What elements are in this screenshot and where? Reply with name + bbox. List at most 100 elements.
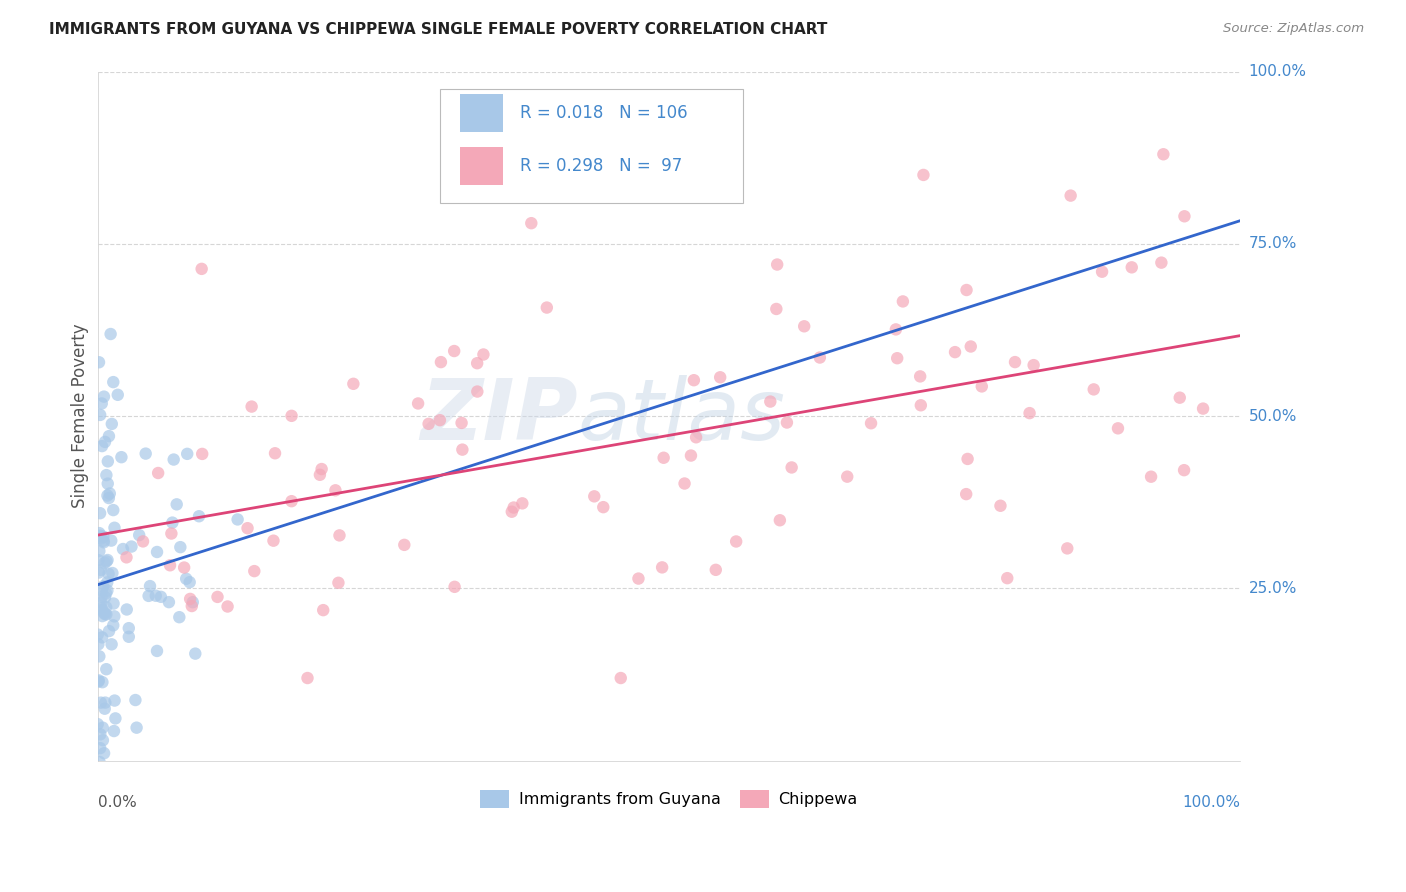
Point	[652, 450, 675, 465]
Point	[176, 447, 198, 461]
Point	[1192, 401, 1215, 416]
Point	[90, 396, 112, 410]
Point	[110, 450, 132, 465]
Point	[159, 558, 181, 573]
Point	[472, 347, 495, 361]
Point	[406, 396, 429, 410]
Point	[89, 544, 111, 558]
Point	[704, 563, 727, 577]
Point	[394, 538, 416, 552]
Point	[96, 489, 118, 503]
Point	[157, 595, 180, 609]
Point	[188, 509, 211, 524]
Point	[328, 528, 350, 542]
Point	[908, 369, 931, 384]
Text: 50.0%: 50.0%	[1249, 409, 1296, 424]
Point	[780, 460, 803, 475]
Point	[502, 500, 524, 515]
Point	[103, 375, 125, 389]
Point	[96, 468, 118, 483]
Point	[132, 534, 155, 549]
Point	[146, 545, 169, 559]
Point	[765, 301, 787, 316]
Point	[297, 671, 319, 685]
Point	[501, 505, 523, 519]
Point	[118, 630, 141, 644]
Point	[226, 512, 249, 526]
Point	[891, 294, 914, 309]
Point	[97, 429, 120, 443]
Point	[97, 566, 120, 581]
Point	[1140, 469, 1163, 483]
Point	[776, 416, 799, 430]
Point	[107, 388, 129, 402]
Legend: Immigrants from Guyana, Chippewa: Immigrants from Guyana, Chippewa	[474, 783, 863, 814]
Point	[93, 556, 115, 570]
Point	[725, 534, 748, 549]
Point	[138, 589, 160, 603]
Point	[103, 597, 125, 611]
Point	[1022, 358, 1045, 372]
Point	[793, 319, 815, 334]
Y-axis label: Single Female Poverty: Single Female Poverty	[72, 324, 89, 508]
Point	[94, 434, 117, 449]
Point	[709, 370, 731, 384]
Point	[91, 733, 114, 747]
Point	[101, 417, 124, 431]
Point	[160, 526, 183, 541]
Point	[769, 513, 792, 527]
Point	[93, 746, 115, 760]
Point	[146, 644, 169, 658]
Point	[959, 339, 981, 353]
Point	[683, 373, 706, 387]
Text: IMMIGRANTS FROM GUYANA VS CHIPPEWA SINGLE FEMALE POVERTY CORRELATION CHART: IMMIGRANTS FROM GUYANA VS CHIPPEWA SINGL…	[49, 22, 828, 37]
Point	[101, 566, 124, 580]
Point	[162, 516, 184, 530]
Point	[429, 413, 451, 427]
Point	[91, 675, 114, 690]
Point	[912, 168, 935, 182]
Point	[90, 583, 112, 598]
Point	[111, 542, 134, 557]
Point	[96, 554, 118, 568]
Point	[89, 506, 111, 520]
Point	[1004, 355, 1026, 369]
Point	[312, 603, 335, 617]
Point	[191, 447, 214, 461]
Point	[1107, 421, 1129, 435]
Point	[759, 394, 782, 409]
Point	[118, 621, 141, 635]
Point	[808, 351, 831, 365]
Point	[1173, 209, 1195, 223]
Point	[1173, 463, 1195, 477]
Point	[262, 533, 284, 548]
Point	[96, 600, 118, 615]
Point	[180, 599, 202, 613]
Point	[609, 671, 631, 685]
Point	[512, 496, 534, 510]
Point	[673, 476, 696, 491]
Point	[93, 702, 115, 716]
Point	[627, 572, 650, 586]
Point	[451, 442, 474, 457]
Point	[103, 609, 125, 624]
Point	[90, 590, 112, 604]
Point	[125, 721, 148, 735]
Point	[103, 521, 125, 535]
Text: Source: ZipAtlas.com: Source: ZipAtlas.com	[1223, 22, 1364, 36]
Point	[190, 261, 212, 276]
Point	[766, 258, 789, 272]
Point	[90, 601, 112, 615]
Point	[94, 591, 117, 605]
Point	[1168, 391, 1191, 405]
Point	[87, 566, 110, 580]
Point	[592, 500, 614, 515]
Text: 75.0%: 75.0%	[1249, 236, 1296, 252]
Point	[87, 627, 110, 641]
Point	[450, 416, 472, 430]
Point	[89, 408, 111, 422]
Text: 0.0%: 0.0%	[97, 795, 136, 810]
Point	[100, 637, 122, 651]
Point	[96, 553, 118, 567]
Point	[91, 609, 114, 624]
